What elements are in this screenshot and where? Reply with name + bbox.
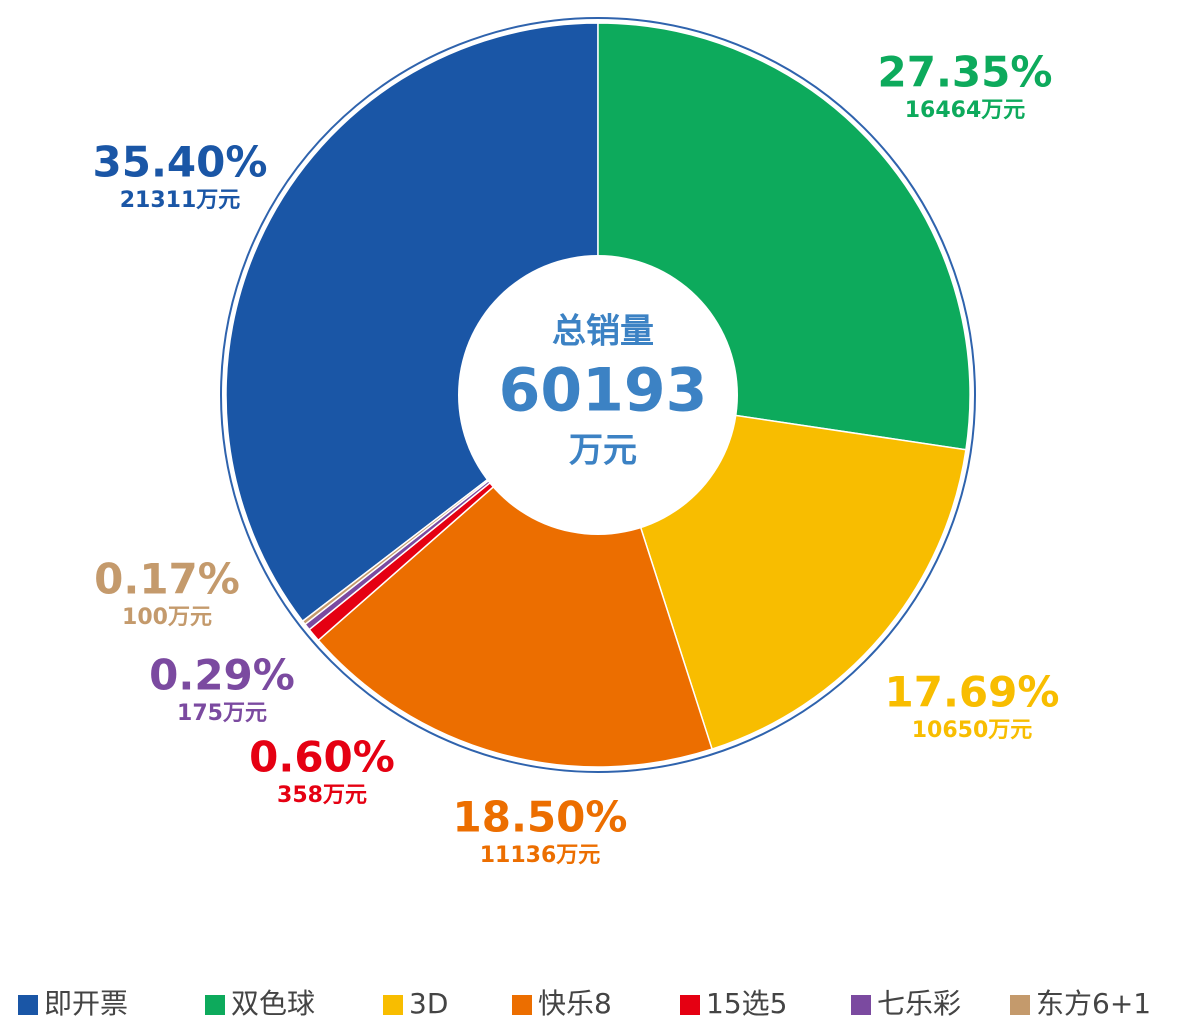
legend-label: 15选5: [706, 987, 787, 1020]
legend-swatch: [383, 995, 403, 1015]
outer-ring: [220, 17, 976, 773]
value-label: 0.29%: [149, 651, 295, 700]
legend-label: 即开票: [44, 987, 128, 1020]
legend-swatch: [18, 995, 38, 1015]
value-label: 35.40%: [93, 138, 268, 187]
amount-label: 16464万元: [905, 98, 1026, 123]
donut-hole: [458, 255, 738, 535]
value-label: 18.50%: [453, 793, 628, 842]
center-title: 总销量: [552, 312, 654, 352]
amount-label: 358万元: [277, 783, 367, 808]
amount-label: 10650万元: [912, 718, 1033, 743]
legend-swatch: [1010, 995, 1030, 1015]
amount-label: 11136万元: [480, 843, 601, 868]
value-label: 0.60%: [249, 733, 395, 782]
center-unit: 万元: [569, 431, 637, 471]
amount-label: 100万元: [122, 605, 212, 630]
amount-label: 21311万元: [120, 188, 241, 213]
value-label: 0.17%: [94, 555, 240, 604]
value-label: 27.35%: [878, 48, 1053, 97]
legend-label: 七乐彩: [877, 987, 961, 1020]
legend-label: 快乐8: [538, 987, 612, 1020]
slice: [225, 22, 599, 623]
amount-label: 175万元: [177, 701, 267, 726]
legend-swatch: [512, 995, 532, 1015]
legend-swatch: [680, 995, 700, 1015]
legend-label: 双色球: [231, 987, 315, 1020]
legend-label: 3D: [409, 987, 448, 1020]
legend-swatch: [851, 995, 871, 1015]
legend-label: 东方6+1: [1036, 987, 1151, 1020]
legend-swatch: [205, 995, 225, 1015]
value-label: 17.69%: [885, 668, 1060, 717]
center-value: 60193: [499, 356, 708, 426]
